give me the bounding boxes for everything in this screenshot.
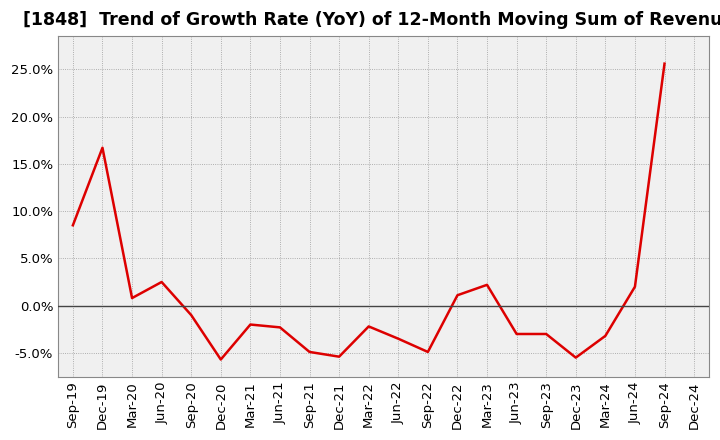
Title: [1848]  Trend of Growth Rate (YoY) of 12-Month Moving Sum of Revenues: [1848] Trend of Growth Rate (YoY) of 12-… [22, 11, 720, 29]
